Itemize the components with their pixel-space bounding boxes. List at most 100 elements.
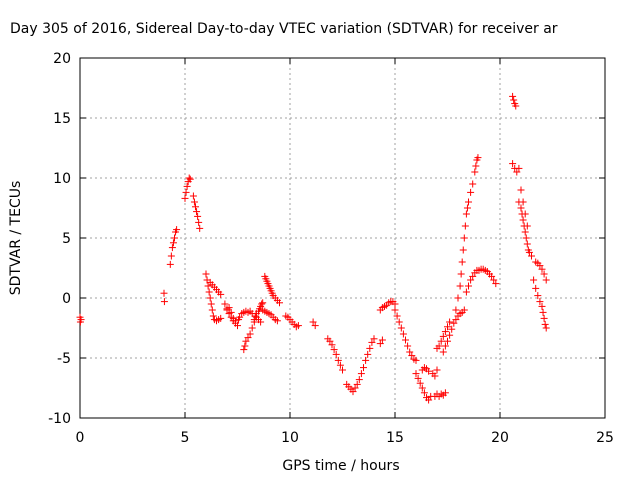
data-point bbox=[169, 239, 177, 247]
data-point bbox=[328, 341, 336, 349]
data-point bbox=[462, 288, 470, 296]
data-point bbox=[397, 324, 405, 332]
data-point bbox=[330, 346, 338, 354]
data-point bbox=[309, 318, 317, 326]
data-point bbox=[467, 276, 475, 284]
x-axis-label: GPS time / hours bbox=[282, 458, 399, 474]
data-point bbox=[444, 323, 451, 331]
data-point bbox=[189, 192, 197, 200]
y-tick-label: 15 bbox=[53, 111, 71, 127]
data-point bbox=[536, 298, 544, 306]
data-point bbox=[334, 356, 342, 364]
y-tick-label: 20 bbox=[53, 51, 71, 67]
data-point bbox=[185, 174, 193, 182]
data-point bbox=[244, 334, 252, 342]
data-point bbox=[472, 162, 480, 170]
data-point bbox=[523, 222, 531, 230]
data-point bbox=[460, 306, 468, 314]
data-point bbox=[416, 379, 424, 387]
y-axis-label: SDTVAR / TECUs bbox=[8, 181, 24, 296]
data-point bbox=[425, 367, 433, 375]
data-point bbox=[459, 246, 467, 254]
data-point bbox=[192, 203, 199, 211]
data-point bbox=[248, 324, 256, 332]
data-point bbox=[542, 324, 550, 332]
data-point bbox=[193, 208, 201, 216]
data-point bbox=[446, 318, 454, 326]
x-tick-label: 0 bbox=[76, 430, 85, 446]
data-point bbox=[509, 160, 517, 168]
data-point bbox=[205, 288, 213, 296]
data-point bbox=[167, 252, 175, 260]
data-point bbox=[246, 330, 254, 338]
data-point bbox=[393, 312, 401, 320]
data-point bbox=[509, 92, 517, 100]
data-point bbox=[378, 336, 386, 344]
data-point bbox=[465, 282, 472, 290]
data-point bbox=[435, 342, 443, 350]
data-point bbox=[355, 376, 363, 384]
data-point bbox=[490, 276, 498, 284]
data-point bbox=[360, 364, 367, 372]
data-point bbox=[236, 313, 244, 321]
data-point bbox=[515, 164, 523, 172]
data-point bbox=[471, 168, 479, 176]
data-point bbox=[376, 340, 384, 348]
data-point bbox=[259, 299, 267, 307]
data-point bbox=[362, 356, 370, 364]
data-point bbox=[326, 337, 334, 345]
data-point bbox=[339, 366, 346, 374]
data-point bbox=[538, 265, 546, 273]
data-point bbox=[399, 330, 407, 338]
data-point bbox=[542, 276, 550, 284]
data-point bbox=[206, 294, 214, 302]
data-point bbox=[431, 372, 439, 380]
data-point bbox=[492, 280, 500, 288]
data-point bbox=[448, 325, 456, 333]
data-point bbox=[488, 272, 496, 280]
data-point bbox=[446, 331, 454, 339]
axis-ticks: 0 5 10 15 20 25 -10 -5 0 5 10 15 20 bbox=[48, 51, 614, 446]
data-point bbox=[439, 348, 447, 356]
y-tick-label: -5 bbox=[57, 351, 71, 367]
data-point bbox=[461, 222, 469, 230]
data-point bbox=[195, 218, 203, 226]
data-point bbox=[204, 282, 212, 290]
x-tick-label: 15 bbox=[386, 430, 404, 446]
data-point bbox=[540, 314, 548, 322]
data-point bbox=[513, 168, 521, 176]
data-points bbox=[76, 92, 550, 404]
data-point bbox=[406, 348, 414, 356]
data-point bbox=[227, 308, 235, 316]
data-point bbox=[349, 388, 357, 396]
data-point bbox=[173, 226, 181, 234]
data-point bbox=[523, 240, 531, 248]
x-tick-label: 25 bbox=[596, 430, 614, 446]
data-point bbox=[437, 337, 445, 345]
data-point bbox=[207, 300, 215, 308]
data-point bbox=[196, 224, 204, 232]
data-point bbox=[217, 290, 225, 298]
data-point bbox=[530, 276, 538, 284]
data-point bbox=[391, 300, 399, 308]
data-point bbox=[364, 350, 372, 358]
data-point bbox=[357, 370, 365, 378]
data-point bbox=[521, 210, 529, 218]
data-point bbox=[528, 252, 535, 260]
data-point bbox=[225, 304, 233, 312]
data-point bbox=[539, 308, 547, 316]
data-point bbox=[414, 374, 422, 382]
data-point bbox=[441, 389, 449, 397]
data-point bbox=[474, 154, 482, 162]
data-point bbox=[532, 284, 540, 292]
data-point bbox=[391, 306, 399, 314]
data-point bbox=[418, 384, 426, 392]
data-point bbox=[186, 175, 194, 183]
data-point bbox=[294, 322, 302, 330]
data-point bbox=[457, 270, 465, 278]
data-point bbox=[208, 306, 216, 314]
data-point bbox=[171, 234, 178, 242]
data-point bbox=[525, 248, 533, 256]
grid-lines bbox=[80, 58, 605, 418]
